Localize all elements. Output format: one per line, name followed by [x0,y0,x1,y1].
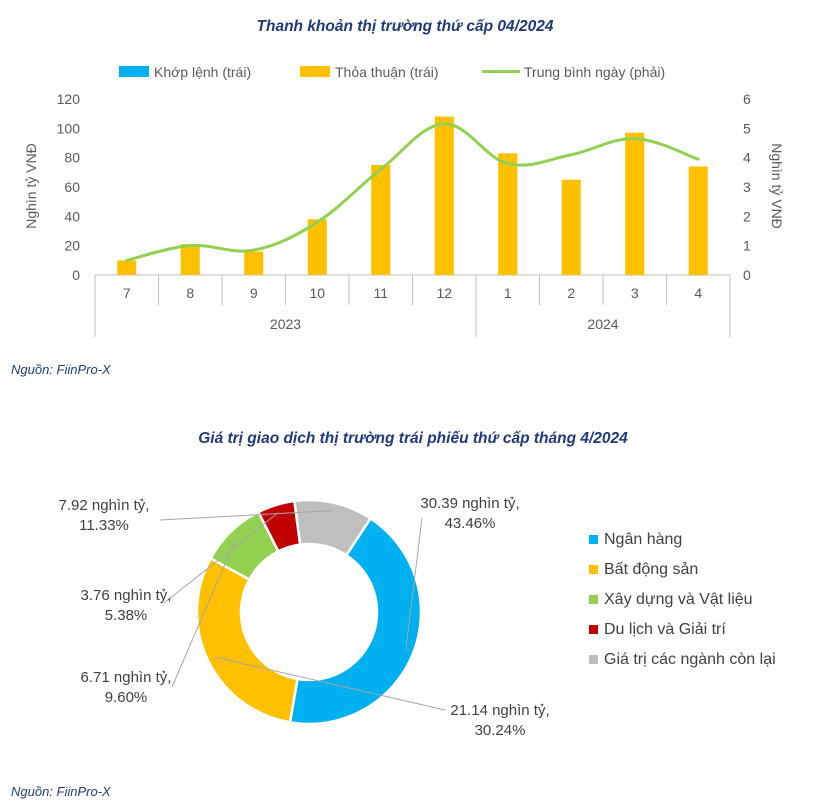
bar-thoa-thuan [371,165,391,275]
chart2-title: Giá trị giao dịch thị trường trái phiếu … [198,430,628,447]
slice-percent-label: 11.33% [79,517,129,534]
line-trung-binh-ngay [125,122,700,262]
x-tick-label: 8 [186,285,194,301]
y-left-tick-label: 40 [64,208,80,224]
chart2-donut [195,498,423,726]
chart1-bars [117,116,708,275]
legend-swatch [589,565,598,574]
donut-slice [293,498,373,557]
x-group-label: 2023 [270,316,301,332]
y-left-tick-label: 0 [72,267,80,283]
legend-label-avg: Trung bình ngày (phải) [524,64,665,80]
chart1-legend: Khớp lệnh (trái) Thỏa thuận (trái) Trung… [119,64,665,80]
bar-thoa-thuan [561,179,581,275]
y-left-tick-label: 120 [57,91,81,107]
legend-label-khop: Khớp lệnh (trái) [154,64,251,80]
x-tick-label: 9 [250,285,258,301]
legend-swatch [589,655,598,664]
bar-thoa-thuan [244,251,264,275]
bar-thoa-thuan [688,166,708,275]
chart2-source: Nguồn: FiinPro-X [11,784,112,799]
slice-value-label: 21.14 nghìn tỷ, [450,702,549,719]
chart2-labels: 30.39 nghìn tỷ, 43.46% 21.14 nghìn tỷ, 30.2… [59,495,550,739]
x-group-label: 2024 [587,316,618,332]
y-right-tick-label: 2 [743,208,751,224]
chart1-title: Thanh khoản thị trường thứ cấp 04/2024 [257,18,554,35]
leader-line [405,517,423,651]
leader-line [171,537,238,688]
legend-swatch [589,535,598,544]
x-tick-label: 10 [309,285,325,301]
slice-percent-label: 30.24% [475,722,526,739]
slice-value-label: 6.71 nghìn tỷ, [81,669,172,686]
y-right-tick-label: 3 [743,179,751,195]
legend-label: Xây dựng và Vật liệu [604,591,753,608]
slice-value-label: 7.92 nghìn tỷ, [59,497,150,514]
legend-label: Giá trị các ngành còn lại [604,651,776,668]
y-left-tick-label: 80 [64,150,80,166]
legend-swatch [589,595,598,604]
x-tick-label: 1 [504,285,512,301]
y-left-tick-label: 100 [57,120,81,136]
bar-thoa-thuan [307,219,327,275]
bar-thoa-thuan [498,153,518,275]
x-tick-label: 7 [123,285,131,301]
y-left-tick-label: 60 [64,179,80,195]
x-tick-label: 11 [373,285,388,301]
slice-value-label: 30.39 nghìn tỷ, [420,495,519,512]
legend-label-thoa: Thỏa thuận (trái) [335,64,439,80]
bar-thoa-thuan [625,132,645,275]
chart1-ylabel-right: Nghìn tỷ VNĐ [769,143,785,229]
slice-percent-label: 9.60% [105,689,148,706]
chart1-source: Nguồn: FiinPro-X [11,362,112,377]
x-tick-label: 2 [567,285,575,301]
x-tick-label: 12 [436,285,452,301]
donut-slice [288,516,423,726]
legend-label: Bất động sản [604,561,698,578]
y-right-tick-label: 5 [743,120,751,136]
x-tick-label: 4 [694,285,702,301]
y-right-tick-label: 4 [743,150,751,166]
slice-value-label: 3.76 nghìn tỷ, [81,587,172,604]
leader-line [215,656,446,711]
y-left-tick-label: 20 [64,238,80,254]
leader-line [163,512,279,604]
slice-percent-label: 43.46% [445,515,496,532]
bar-thoa-thuan [117,260,137,275]
bar-thoa-thuan [180,244,200,275]
y-right-tick-label: 0 [743,267,751,283]
legend-swatch-thoa [300,66,330,77]
legend-label: Du lịch và Giải trí [604,621,726,638]
y-right-tick-label: 1 [743,238,751,254]
slice-percent-label: 5.38% [105,607,148,624]
bar-thoa-thuan [434,116,454,275]
donut-slice [195,556,299,724]
chart1-line [125,122,700,262]
leader-line [159,510,333,521]
legend-swatch-khop [119,66,149,77]
chart2-legend: Ngân hàng Bất động sản Xây dựng và Vật liệ… [589,531,776,668]
y-right-tick-label: 6 [743,91,751,107]
legend-label: Ngân hàng [604,531,682,548]
legend-swatch [589,625,598,634]
chart1-ylabel-left: Nghìn tỷ VNĐ [23,143,39,229]
x-tick-label: 3 [631,285,639,301]
